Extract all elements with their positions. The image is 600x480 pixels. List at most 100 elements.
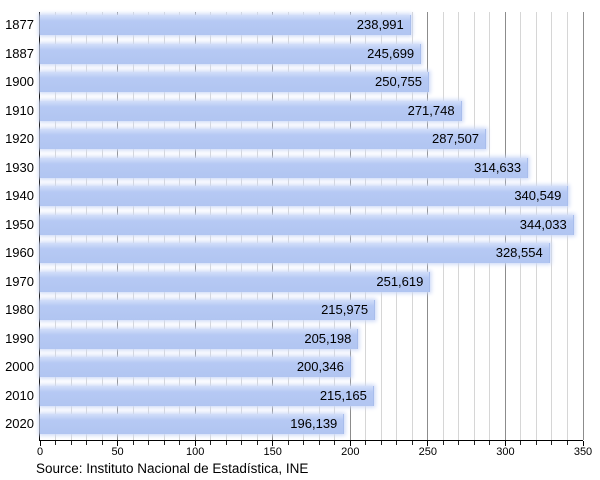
y-axis-label-1930: 1930: [5, 159, 34, 175]
x-minor-tick: [535, 441, 537, 445]
bar-value-label: 344,033: [519, 216, 567, 232]
bar-row-1877: 238,991: [40, 12, 583, 41]
x-axis-tick-label-100: 100: [185, 446, 205, 458]
bar-row-1960: 328,554: [40, 240, 583, 269]
x-minor-tick: [179, 441, 181, 445]
bar-row-1887: 245,699: [40, 41, 583, 70]
y-axis-label-1980: 1980: [5, 302, 34, 318]
x-minor-tick: [380, 441, 382, 445]
x-axis-ticks: [39, 440, 584, 448]
bar-1910: 271,748: [40, 100, 462, 121]
bar-row-1920: 287,507: [40, 126, 583, 155]
plot-area: 238,991 245,699 250,755 271,748 287,507 314,6…: [39, 12, 584, 441]
x-minor-tick: [101, 441, 103, 445]
x-minor-tick: [473, 441, 475, 445]
bar-2010: 215,165: [40, 385, 374, 406]
x-minor-tick: [334, 441, 336, 445]
bar-1940: 340,549: [40, 186, 569, 207]
y-axis-label-1970: 1970: [5, 273, 34, 289]
x-axis-tick-label-50: 50: [111, 446, 124, 458]
bar-row-1940: 340,549: [40, 183, 583, 212]
x-minor-tick: [241, 441, 243, 445]
y-axis-label-2000: 2000: [5, 359, 34, 375]
y-axis-label-1887: 1887: [5, 45, 34, 61]
bar-1887: 245,699: [40, 43, 422, 64]
x-minor-tick: [163, 441, 165, 445]
bar-value-label: 340,549: [514, 188, 562, 204]
bar-2020: 196,139: [40, 414, 345, 435]
bar-value-label: 271,748: [407, 102, 455, 118]
bar-row-1930: 314,633: [40, 155, 583, 184]
bar-1877: 238,991: [40, 15, 411, 35]
x-major-tick: [427, 441, 429, 446]
bar-value-label: 251,619: [376, 273, 424, 289]
x-minor-tick: [442, 441, 444, 445]
bar-1930: 314,633: [40, 157, 529, 178]
x-minor-tick: [489, 441, 491, 445]
bar-1950: 344,033: [40, 214, 574, 235]
x-minor-tick: [210, 441, 212, 445]
x-axis-tick-labels: 0 50 100 150 200 250 300 350: [36, 446, 592, 460]
x-major-tick: [39, 441, 41, 446]
bar-value-label: 215,165: [319, 387, 367, 403]
bar-row-2020: 196,139: [40, 411, 583, 440]
y-axis-label-1877: 1877: [5, 17, 34, 32]
bar-1990: 205,198: [40, 328, 359, 349]
bar-2000: 200,346: [40, 357, 351, 378]
major-gridline: [582, 12, 584, 440]
bar-row-2010: 215,165: [40, 383, 583, 412]
bar-value-label: 245,699: [367, 45, 415, 61]
x-minor-tick: [318, 441, 320, 445]
bar-row-1900: 250,755: [40, 69, 583, 98]
bar-row-1910: 271,748: [40, 98, 583, 127]
x-minor-tick: [411, 441, 413, 445]
x-minor-tick: [551, 441, 553, 445]
x-axis-tick-label-250: 250: [418, 446, 438, 458]
x-minor-tick: [70, 441, 72, 445]
bar-value-label: 238,991: [356, 17, 404, 32]
x-minor-tick: [86, 441, 88, 445]
x-axis-tick-label-0: 0: [36, 446, 44, 458]
bar-1970: 251,619: [40, 271, 431, 292]
x-minor-tick: [520, 441, 522, 445]
x-minor-tick: [148, 441, 150, 445]
bar-1980: 215,975: [40, 300, 376, 321]
x-minor-tick: [566, 441, 568, 445]
y-axis-label-1990: 1990: [5, 330, 34, 346]
x-major-tick: [117, 441, 119, 446]
bar-value-label: 287,507: [432, 131, 480, 147]
bar-row-1980: 215,975: [40, 297, 583, 326]
bar-series: 238,991 245,699 250,755 271,748 287,507 314,6…: [40, 12, 583, 440]
bar-value-label: 200,346: [296, 359, 344, 375]
y-axis-label-2020: 2020: [5, 416, 34, 432]
x-minor-tick: [303, 441, 305, 445]
bar-row-1950: 344,033: [40, 212, 583, 241]
source-caption: Source: Instituto Nacional de Estadístic…: [36, 461, 309, 476]
x-axis-tick-label-200: 200: [341, 446, 360, 458]
x-major-tick: [194, 441, 196, 446]
x-major-tick: [272, 441, 274, 446]
x-axis-tick-label-150: 150: [263, 446, 282, 458]
bar-1900: 250,755: [40, 72, 430, 93]
y-axis-label-1960: 1960: [5, 245, 34, 261]
x-minor-tick: [365, 441, 367, 445]
bar-value-label: 328,554: [495, 245, 543, 261]
bar-value-label: 250,755: [375, 74, 423, 90]
y-axis-label-1920: 1920: [5, 131, 34, 147]
y-axis-label-1900: 1900: [5, 74, 34, 90]
x-minor-tick: [396, 441, 398, 445]
x-major-tick: [582, 441, 584, 446]
y-axis-label-1950: 1950: [5, 216, 34, 232]
y-axis-label-2010: 2010: [5, 387, 34, 403]
bar-row-1970: 251,619: [40, 269, 583, 298]
x-minor-tick: [256, 441, 258, 445]
x-minor-tick: [132, 441, 134, 445]
y-axis-label-1940: 1940: [5, 188, 34, 204]
y-axis-labels: 1877 1887 1900 1910 1920 1930 1940 1950 1960 1970…: [0, 12, 34, 440]
x-major-tick: [349, 441, 351, 446]
bar-1960: 328,554: [40, 243, 550, 264]
x-minor-tick: [225, 441, 227, 445]
x-axis-tick-label-300: 300: [496, 446, 515, 458]
bar-row-2000: 200,346: [40, 354, 583, 383]
